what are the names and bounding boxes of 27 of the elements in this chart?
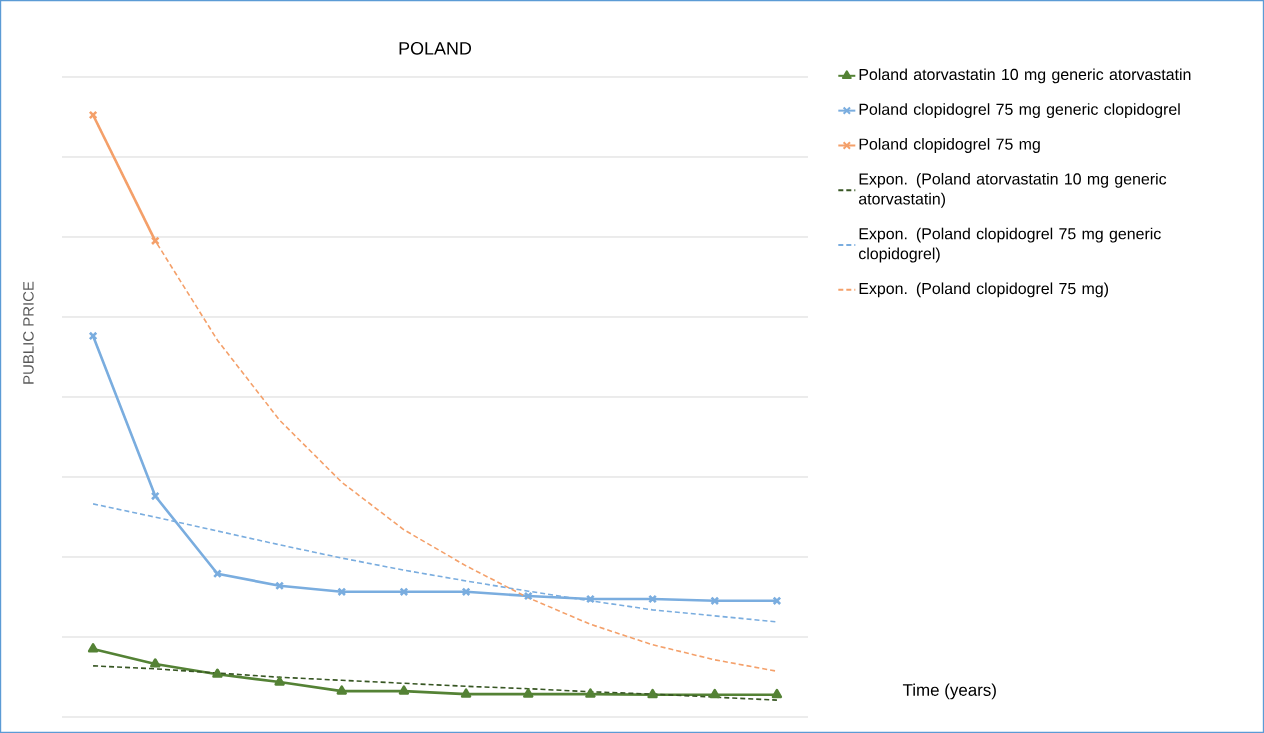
- point: [523, 591, 533, 601]
- point: [585, 594, 595, 604]
- point: [648, 594, 658, 604]
- point: [709, 688, 720, 699]
- legend-label: Expon. (Poland clopidogrel 75 mg generic clopidogrel): [858, 227, 1161, 263]
- legend-label: Expon. (Poland atorvastatin 10 mg generic atorvastatin): [858, 172, 1167, 208]
- legend-label: Poland clopidogrel 75 mg: [859, 138, 1040, 153]
- point: [87, 643, 99, 653]
- point: [150, 491, 160, 501]
- point: [460, 688, 472, 698]
- point: [585, 688, 596, 698]
- point: [771, 688, 783, 699]
- chart-title: POLAND: [399, 41, 472, 55]
- text: Time (years): [902, 683, 996, 700]
- point: [275, 581, 285, 591]
- point: [710, 596, 720, 606]
- point: [647, 688, 658, 699]
- legend-label: Poland atorvastatin 10 mg generic atorvastatin: [859, 68, 1191, 84]
- legend-label: Expon. (Poland clopidogrel 75 mg): [859, 282, 1109, 298]
- point: [523, 688, 534, 698]
- legend-label: Poland clopidogrel 75 mg generic clopidogrel: [859, 103, 1180, 119]
- point: [336, 685, 347, 695]
- point: [274, 676, 285, 686]
- y-axis-title: PUBLIC PRICE: [23, 281, 34, 384]
- point: [150, 658, 161, 668]
- point: [398, 685, 410, 695]
- point: [212, 668, 223, 678]
